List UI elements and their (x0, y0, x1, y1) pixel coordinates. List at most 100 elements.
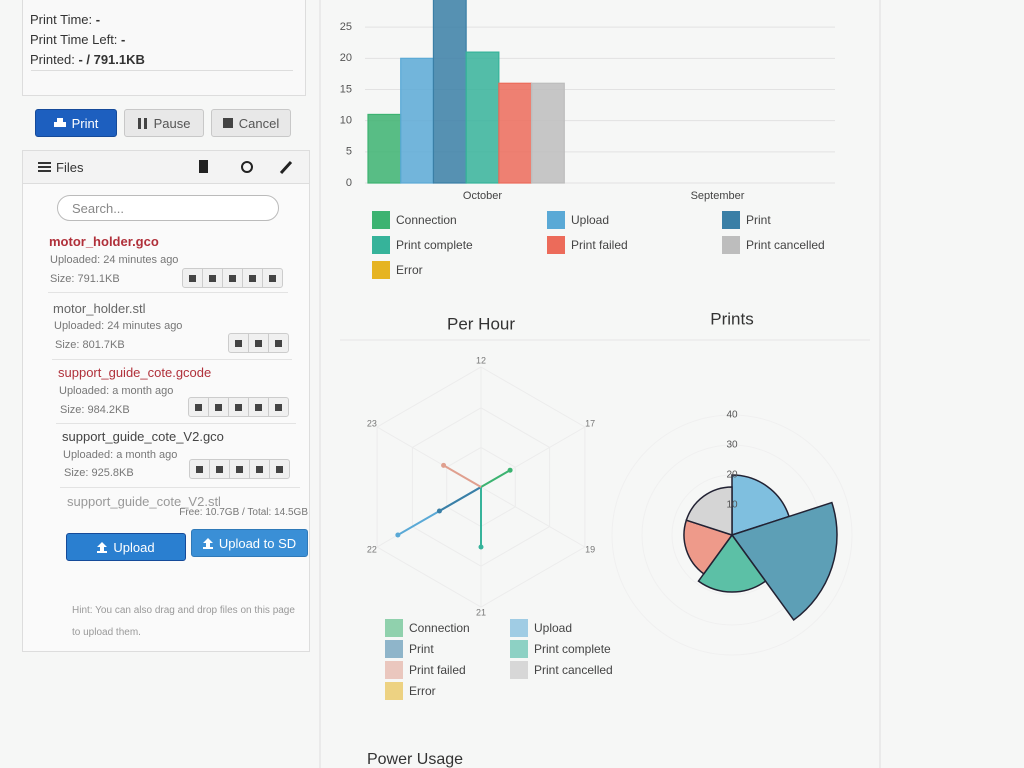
status-label: Print Time: (30, 12, 93, 27)
bar (498, 82, 533, 184)
icon (53, 117, 66, 127)
file-size: Size: 791.1KB (50, 273, 120, 285)
file-actions (189, 459, 290, 479)
icon (137, 117, 147, 129)
print-button[interactable]: Print (35, 109, 117, 137)
bar (465, 51, 500, 184)
file-actions (188, 397, 289, 417)
legend-label: Print complete (396, 238, 473, 252)
action[interactable] (270, 460, 289, 478)
action[interactable] (230, 460, 250, 478)
divider (31, 70, 293, 71)
file-name[interactable]: support_guide_cote_V2.stl (67, 494, 221, 509)
legend-label: Print (409, 642, 434, 656)
refresh-icon[interactable] (241, 161, 253, 173)
legend-label: Connection (409, 621, 470, 635)
legend-swatch (722, 236, 740, 254)
action[interactable] (263, 269, 282, 287)
file-name[interactable]: motor_holder.stl (53, 301, 146, 316)
y-tick-label: 25 (340, 21, 352, 33)
legend-label: Error (409, 684, 436, 698)
y-tick-label: 20 (340, 52, 352, 64)
action[interactable] (223, 269, 243, 287)
bar (367, 113, 402, 184)
new-file-icon[interactable] (199, 160, 208, 173)
file-name[interactable]: support_guide_cote.gcode (58, 365, 212, 380)
action[interactable] (269, 398, 288, 416)
action[interactable] (249, 398, 269, 416)
button-label: Cancel (238, 115, 280, 131)
y-tick-label: 0 (346, 177, 352, 189)
icon (202, 537, 213, 549)
action[interactable] (183, 269, 203, 287)
status-label: Print Time Left: (30, 32, 118, 47)
files-header (23, 151, 309, 184)
radar-spoke (480, 486, 586, 548)
legend-label: Print failed (409, 663, 466, 677)
x-tick-label: September (691, 190, 745, 202)
polar-segment (731, 474, 791, 537)
legend-label: Print failed (571, 238, 628, 252)
file-name[interactable]: support_guide_cote_V2.gco (62, 429, 224, 444)
legend-label: Upload (571, 213, 609, 227)
r-tick-label: 30 (726, 440, 738, 451)
upload-sd-button[interactable]: Upload to SD (191, 529, 308, 557)
radar-line (443, 464, 482, 488)
button-label: Pause (153, 115, 191, 131)
icon (222, 118, 233, 128)
cancel-button[interactable]: Cancel (211, 109, 291, 137)
axis-label: 21 (476, 607, 486, 617)
pause-button[interactable]: Pause (124, 109, 204, 137)
y-tick-label: 10 (340, 115, 352, 127)
file-size: Size: 925.8KB (64, 467, 134, 479)
list-icon (38, 162, 51, 172)
action[interactable] (243, 269, 263, 287)
axis-label: 23 (367, 418, 377, 428)
legend-label: Error (396, 263, 423, 277)
legend-swatch (510, 619, 528, 637)
file-name[interactable]: motor_holder.gco (49, 234, 159, 249)
chart-title: Prints (710, 309, 753, 328)
storage-info: Free: 10.7GB / Total: 14.5GB (179, 507, 308, 518)
legend-swatch (385, 619, 403, 637)
legend-label: Connection (396, 213, 457, 227)
header-icons (199, 160, 293, 174)
radar-point (395, 532, 401, 538)
radar-point (507, 467, 513, 473)
polar-segment (683, 519, 734, 575)
divider (48, 292, 288, 293)
r-tick-label: 20 (726, 470, 738, 481)
action[interactable] (210, 460, 230, 478)
action[interactable] (189, 398, 209, 416)
action[interactable] (249, 334, 269, 352)
divider (56, 423, 296, 424)
status-value: - / 791.1KB (78, 52, 145, 67)
radar-line (480, 469, 511, 488)
legend-swatch (372, 261, 390, 279)
legend-swatch (547, 211, 565, 229)
axis-label: 12 (476, 355, 486, 365)
action[interactable] (229, 334, 249, 352)
file-uploaded: Uploaded: a month ago (63, 449, 178, 461)
icon (97, 541, 108, 553)
settings-icon[interactable] (279, 160, 293, 174)
legend-label: Print cancelled (746, 238, 825, 252)
action[interactable] (250, 460, 270, 478)
search-input[interactable]: Search... (57, 195, 279, 221)
action[interactable] (269, 334, 288, 352)
legend-swatch (385, 661, 403, 679)
action[interactable] (203, 269, 223, 287)
bar (432, 0, 467, 184)
upload-button[interactable]: Upload (66, 533, 186, 561)
radar-point (441, 462, 447, 468)
chart-title: Per Hour (447, 314, 515, 333)
status-panel (22, 0, 306, 96)
file-size: Size: 984.2KB (60, 404, 130, 416)
action[interactable] (229, 398, 249, 416)
radar-point (478, 544, 484, 550)
polar-segment (685, 486, 733, 537)
action[interactable] (209, 398, 229, 416)
action[interactable] (190, 460, 210, 478)
